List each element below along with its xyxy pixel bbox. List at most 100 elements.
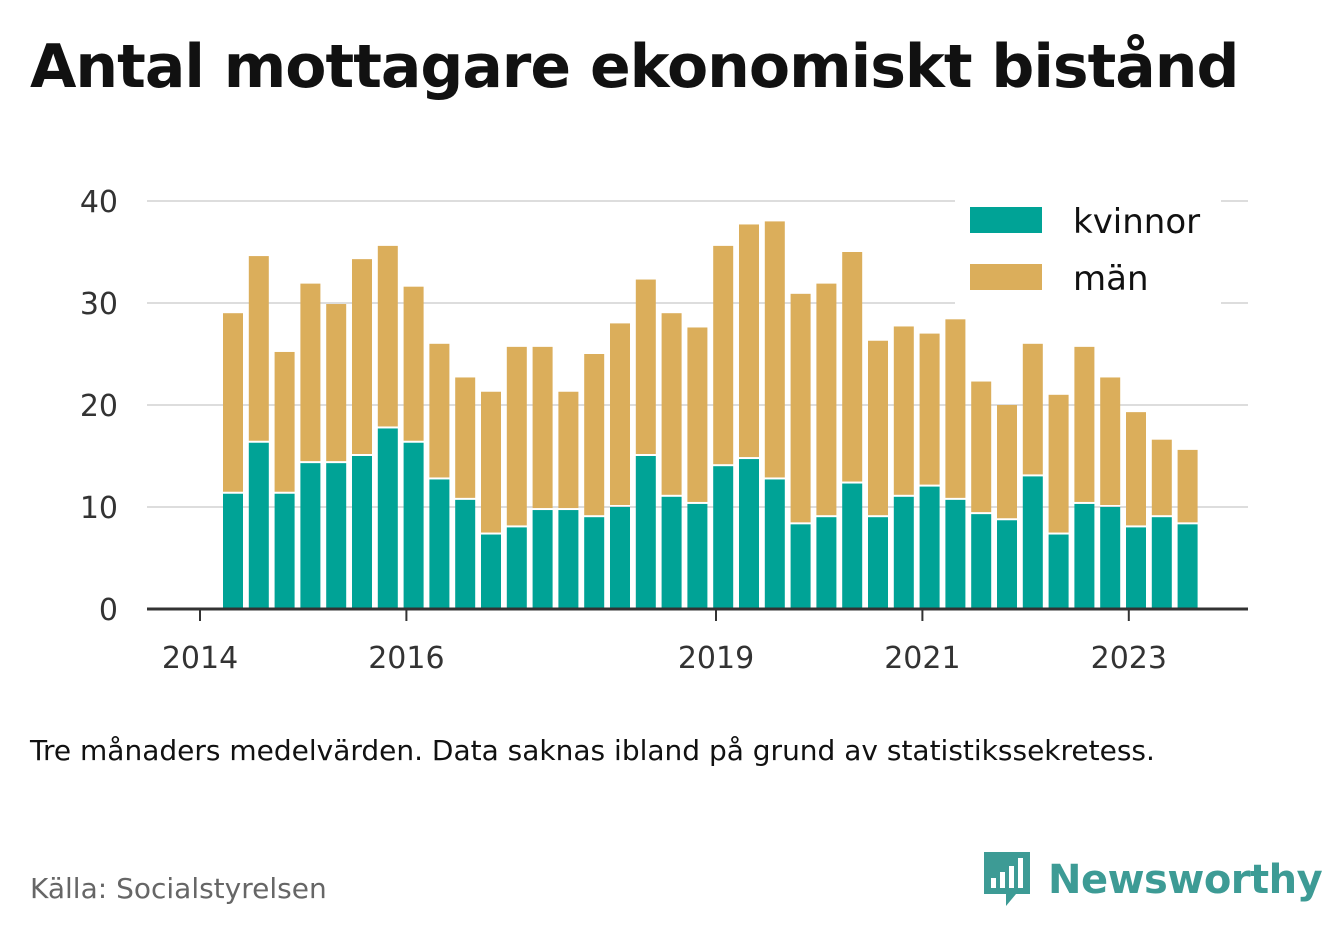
bar-man xyxy=(893,326,914,495)
bar-man xyxy=(455,377,476,498)
bar-kvinnor xyxy=(945,499,966,609)
newsworthy-logo[interactable]: Newsworthy xyxy=(980,848,1322,912)
x-tick-label: 2021 xyxy=(884,641,960,676)
bar-kvinnor xyxy=(739,459,759,609)
bar-chart: 0 10 20 30 40 2014 2016 2019 2021 2023 kvinnor män xyxy=(80,185,1248,676)
bar-man xyxy=(1151,439,1172,516)
bar-man xyxy=(481,391,501,533)
bar-kvinnor xyxy=(506,527,527,609)
bar-kvinnor xyxy=(997,520,1017,609)
x-tick-label: 2019 xyxy=(678,641,754,676)
bar-man xyxy=(532,346,553,509)
y-tick-label: 20 xyxy=(80,389,118,424)
bar-man xyxy=(1177,449,1198,523)
bar-man xyxy=(403,286,424,441)
bar-kvinnor xyxy=(610,507,630,609)
chart-title: Antal mottagare ekonomiskt bistånd xyxy=(30,32,1239,102)
bar-man xyxy=(713,245,734,465)
bar-man xyxy=(429,343,450,478)
bar-kvinnor xyxy=(893,496,914,609)
bar-kvinnor xyxy=(429,479,450,609)
bar-man xyxy=(635,279,656,454)
bar-man xyxy=(1022,343,1043,475)
bar-man xyxy=(248,256,269,441)
legend-label-man: män xyxy=(1073,259,1149,299)
x-tick-label: 2023 xyxy=(1091,641,1167,676)
bar-man xyxy=(506,346,527,526)
bar-man xyxy=(739,224,759,458)
bars xyxy=(223,221,1198,609)
bar-kvinnor xyxy=(481,534,501,609)
y-tick-label: 40 xyxy=(80,185,118,220)
bar-kvinnor xyxy=(661,496,682,609)
bar-kvinnor xyxy=(868,517,888,609)
legend-swatch-kvinnor xyxy=(970,207,1042,233)
axes: 0 10 20 30 40 2014 2016 2019 2021 2023 xyxy=(80,185,1248,676)
bar-kvinnor xyxy=(455,499,476,609)
bar-man xyxy=(971,381,992,513)
bar-kvinnor xyxy=(248,442,269,609)
bar-man xyxy=(377,245,398,427)
bar-man xyxy=(764,221,785,478)
bar-man xyxy=(919,333,940,485)
x-tick-label: 2016 xyxy=(368,641,444,676)
source-label: Källa: Socialstyrelsen xyxy=(30,872,327,905)
bar-kvinnor xyxy=(842,483,863,609)
bar-kvinnor xyxy=(1100,507,1121,609)
bar-kvinnor xyxy=(584,517,605,609)
y-tick-label: 30 xyxy=(80,287,118,322)
bar-kvinnor xyxy=(1022,476,1043,609)
bar-man xyxy=(274,351,295,492)
bar-kvinnor xyxy=(403,442,424,609)
bar-man xyxy=(687,327,708,502)
bar-man xyxy=(558,391,579,509)
bar-kvinnor xyxy=(971,514,992,609)
bar-kvinnor xyxy=(274,493,295,609)
bar-man xyxy=(661,313,682,495)
bar-man xyxy=(223,313,243,492)
x-tick-label: 2014 xyxy=(162,641,238,676)
bar-man xyxy=(1074,346,1095,502)
bar-kvinnor xyxy=(558,510,579,609)
chart-note: Tre månaders medelvärden. Data saknas ib… xyxy=(30,734,1155,767)
bar-man xyxy=(1100,377,1121,505)
bar-man xyxy=(945,319,966,498)
bar-kvinnor xyxy=(223,493,243,609)
bar-kvinnor xyxy=(300,463,321,609)
y-tick-label: 10 xyxy=(80,491,118,526)
bar-man xyxy=(352,259,372,454)
bar-man xyxy=(997,405,1017,519)
legend-swatch-man xyxy=(970,264,1042,290)
bar-kvinnor xyxy=(377,428,398,609)
bar-kvinnor xyxy=(713,466,734,609)
bar-kvinnor xyxy=(687,503,708,609)
bar-man xyxy=(326,304,347,462)
bar-man xyxy=(868,340,888,516)
bar-man xyxy=(1048,394,1069,533)
bar-kvinnor xyxy=(1048,534,1069,609)
bar-kvinnor xyxy=(352,456,372,609)
bar-man xyxy=(790,293,811,523)
bar-kvinnor xyxy=(1126,527,1146,609)
bar-kvinnor xyxy=(1074,503,1095,609)
bar-kvinnor xyxy=(919,486,940,609)
legend: kvinnor män xyxy=(955,196,1221,304)
bar-kvinnor xyxy=(816,517,837,609)
bar-kvinnor xyxy=(635,456,656,609)
bar-kvinnor xyxy=(1151,517,1172,609)
bar-man xyxy=(816,283,837,516)
bar-chart-speech-bubble-icon xyxy=(984,852,1030,906)
bar-kvinnor xyxy=(326,463,347,609)
bar-man xyxy=(842,252,863,482)
bar-man xyxy=(300,283,321,462)
bar-man xyxy=(610,323,630,505)
bar-kvinnor xyxy=(1177,524,1198,609)
bar-man xyxy=(1126,412,1146,526)
legend-label-kvinnor: kvinnor xyxy=(1073,202,1200,242)
brand-name: Newsworthy xyxy=(1048,857,1322,903)
bar-kvinnor xyxy=(532,510,553,609)
bar-kvinnor xyxy=(790,524,811,609)
bar-kvinnor xyxy=(764,479,785,609)
bar-man xyxy=(584,354,605,516)
y-tick-label: 0 xyxy=(99,593,118,628)
